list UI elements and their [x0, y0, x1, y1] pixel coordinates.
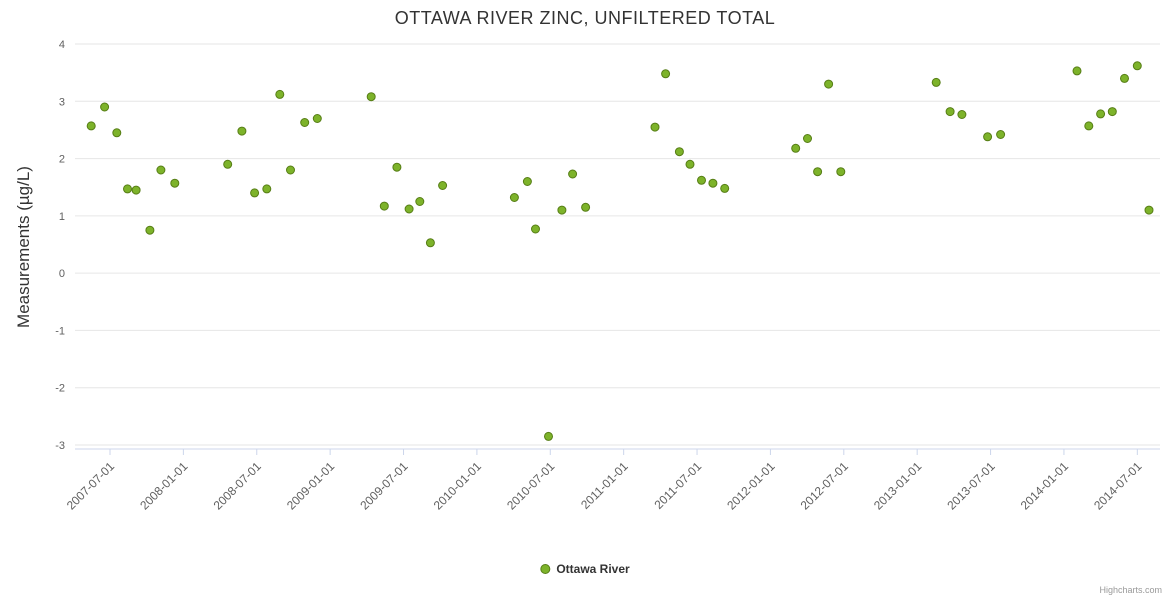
- x-tick-label: 2010-01-01: [431, 459, 485, 513]
- data-point[interactable]: [438, 181, 448, 190]
- data-point[interactable]: [262, 184, 272, 194]
- data-point[interactable]: [957, 110, 967, 119]
- x-tick-label: 2008-07-01: [211, 459, 265, 513]
- data-point[interactable]: [131, 185, 141, 195]
- y-tick-label: 1: [59, 211, 65, 223]
- data-point[interactable]: [581, 202, 591, 212]
- data-point[interactable]: [366, 92, 376, 102]
- data-point[interactable]: [86, 121, 96, 131]
- data-point[interactable]: [123, 184, 132, 194]
- data-point[interactable]: [531, 224, 540, 234]
- y-axis-title: Measurements (µg/L): [14, 166, 33, 328]
- data-point[interactable]: [996, 130, 1006, 139]
- data-point[interactable]: [223, 159, 233, 169]
- legend-item-ottawa-river[interactable]: Ottawa River: [540, 562, 630, 576]
- data-point[interactable]: [145, 225, 155, 235]
- x-tick-label: 2012-07-01: [798, 459, 852, 513]
- data-point[interactable]: [824, 79, 834, 89]
- data-point[interactable]: [557, 205, 567, 215]
- data-point[interactable]: [568, 169, 578, 179]
- credits-link[interactable]: Highcharts.com: [1099, 585, 1162, 595]
- data-point[interactable]: [312, 114, 322, 123]
- data-point[interactable]: [1096, 109, 1106, 119]
- data-point[interactable]: [813, 167, 823, 177]
- y-tick-label: 4: [59, 39, 65, 51]
- data-point[interactable]: [415, 197, 425, 206]
- data-point[interactable]: [1107, 107, 1117, 117]
- data-point[interactable]: [674, 147, 684, 157]
- data-point[interactable]: [392, 162, 402, 172]
- x-tick-label: 2014-07-01: [1091, 459, 1145, 513]
- x-tick-label: 2008-01-01: [137, 459, 191, 513]
- data-point[interactable]: [1084, 121, 1094, 131]
- data-point[interactable]: [1144, 205, 1154, 215]
- data-point[interactable]: [1072, 66, 1082, 76]
- x-tick-label: 2012-01-01: [724, 459, 778, 513]
- series-ottawa-river: [86, 61, 1154, 441]
- data-point[interactable]: [945, 107, 955, 117]
- data-point[interactable]: [250, 188, 260, 198]
- y-tick-labels: 4 3 2 1 0 -1 -2 -3: [55, 39, 65, 452]
- data-point[interactable]: [685, 159, 695, 169]
- data-point[interactable]: [1132, 61, 1142, 71]
- y-grid: [75, 43, 1160, 446]
- x-tick-label: 2013-01-01: [871, 459, 925, 513]
- data-point[interactable]: [836, 167, 846, 177]
- y-tick-label: 2: [59, 154, 65, 166]
- data-point[interactable]: [100, 102, 110, 112]
- x-tick-label: 2009-07-01: [357, 459, 411, 513]
- data-point[interactable]: [650, 122, 660, 132]
- legend-label: Ottawa River: [556, 562, 630, 576]
- x-tick-label: 2011-07-01: [651, 459, 704, 512]
- data-point[interactable]: [791, 143, 801, 153]
- data-point[interactable]: [275, 89, 285, 99]
- data-point[interactable]: [112, 128, 122, 138]
- data-point[interactable]: [425, 238, 435, 248]
- y-tick-label: -1: [55, 325, 65, 337]
- y-tick-label: 3: [59, 96, 65, 108]
- data-point[interactable]: [661, 69, 671, 79]
- x-tick-label: 2007-07-01: [64, 459, 118, 513]
- x-tick-label: 2009-01-01: [284, 459, 338, 513]
- data-point[interactable]: [170, 178, 180, 188]
- data-point[interactable]: [931, 77, 941, 87]
- data-point[interactable]: [156, 165, 166, 175]
- data-point[interactable]: [803, 134, 812, 143]
- data-point[interactable]: [544, 431, 553, 441]
- data-point[interactable]: [1120, 73, 1129, 83]
- data-point[interactable]: [509, 193, 519, 202]
- data-point[interactable]: [983, 132, 993, 142]
- data-point[interactable]: [697, 175, 706, 185]
- chart-title: OTTAWA RIVER ZINC, UNFILTERED TOTAL: [394, 8, 776, 28]
- data-point[interactable]: [286, 165, 295, 175]
- data-point[interactable]: [708, 178, 718, 188]
- x-tick-label: 2014-01-01: [1018, 459, 1072, 513]
- data-point[interactable]: [720, 183, 730, 193]
- y-tick-label: -3: [55, 440, 65, 452]
- legend-marker-icon: [540, 564, 551, 574]
- x-tick-labels: 2007-07-01 2008-01-01 2008-07-01 2009-01-01…: [64, 459, 1145, 513]
- data-point[interactable]: [522, 177, 532, 186]
- y-tick-label: -2: [55, 383, 65, 395]
- x-tick-label: 2013-07-01: [944, 459, 998, 513]
- data-point[interactable]: [379, 201, 389, 211]
- data-point[interactable]: [237, 126, 247, 136]
- x-tick-label: 2011-01-01: [578, 459, 631, 512]
- data-point[interactable]: [404, 204, 414, 214]
- data-point[interactable]: [300, 118, 310, 127]
- x-tick-label: 2010-07-01: [504, 459, 558, 513]
- y-tick-label: 0: [59, 268, 65, 280]
